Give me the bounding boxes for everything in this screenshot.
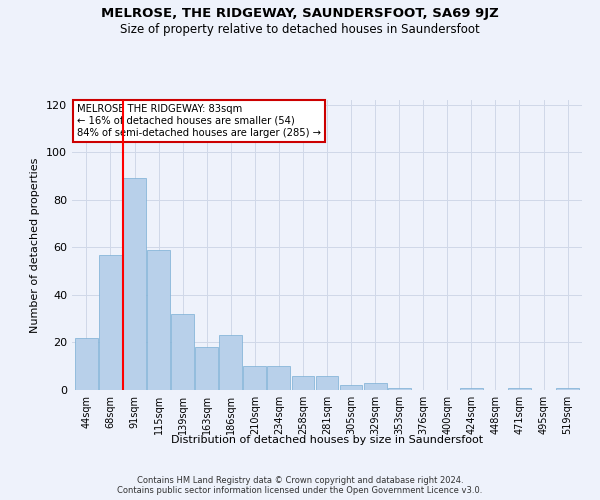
Text: Distribution of detached houses by size in Saundersfoot: Distribution of detached houses by size … — [171, 435, 483, 445]
Bar — [340, 385, 362, 390]
Bar — [460, 388, 483, 390]
Bar — [171, 314, 194, 390]
Bar — [220, 336, 242, 390]
Bar — [316, 376, 338, 390]
Bar — [99, 254, 122, 390]
Bar — [508, 388, 531, 390]
Bar — [292, 376, 314, 390]
Bar — [244, 366, 266, 390]
Text: MELROSE THE RIDGEWAY: 83sqm
← 16% of detached houses are smaller (54)
84% of sem: MELROSE THE RIDGEWAY: 83sqm ← 16% of det… — [77, 104, 321, 138]
Text: Size of property relative to detached houses in Saundersfoot: Size of property relative to detached ho… — [120, 22, 480, 36]
Text: Contains HM Land Registry data © Crown copyright and database right 2024.
Contai: Contains HM Land Registry data © Crown c… — [118, 476, 482, 495]
Bar — [364, 383, 386, 390]
Bar — [75, 338, 98, 390]
Bar — [556, 388, 579, 390]
Bar — [388, 388, 410, 390]
Y-axis label: Number of detached properties: Number of detached properties — [31, 158, 40, 332]
Text: MELROSE, THE RIDGEWAY, SAUNDERSFOOT, SA69 9JZ: MELROSE, THE RIDGEWAY, SAUNDERSFOOT, SA6… — [101, 8, 499, 20]
Bar — [268, 366, 290, 390]
Bar — [147, 250, 170, 390]
Bar — [195, 347, 218, 390]
Bar — [123, 178, 146, 390]
